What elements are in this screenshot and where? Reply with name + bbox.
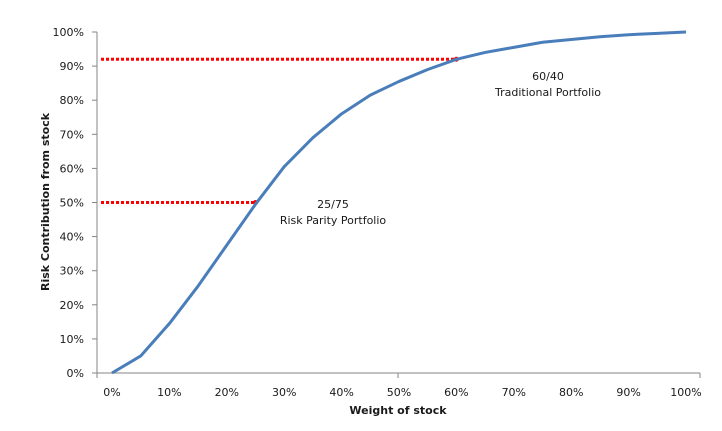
- x-tick-label: 90%: [616, 386, 640, 399]
- annotation-ratio: 60/40: [532, 70, 564, 83]
- y-tick-label: 0%: [67, 367, 84, 380]
- annotation-label: Traditional Portfolio: [494, 86, 601, 99]
- annotations: 25/75 Risk Parity Portfolio 60/40 Tradition…: [280, 70, 601, 227]
- x-axis-ticks: 0% 10% 20% 30% 40% 50% 60% 70% 80% 90% 100%: [96, 373, 702, 399]
- y-tick-label: 60%: [60, 162, 84, 175]
- y-tick-label: 100%: [53, 26, 84, 39]
- y-axis-ticks: 0% 10% 20% 30% 40% 50% 60% 70% 80% 90% 100%: [53, 26, 97, 380]
- y-tick-label: 10%: [60, 333, 84, 346]
- x-tick-label: 70%: [502, 386, 526, 399]
- x-tick-label: 40%: [329, 386, 353, 399]
- x-tick-label: 10%: [157, 386, 181, 399]
- y-tick-label: 40%: [60, 231, 84, 244]
- x-tick-label: 60%: [444, 386, 468, 399]
- y-tick-label: 80%: [60, 94, 84, 107]
- x-tick-label: 50%: [387, 386, 411, 399]
- annotation-label: Risk Parity Portfolio: [280, 214, 387, 227]
- y-tick-label: 20%: [60, 299, 84, 312]
- x-axis-title: Weight of stock: [349, 404, 447, 417]
- x-tick-label: 80%: [559, 386, 583, 399]
- y-tick-label: 30%: [60, 265, 84, 278]
- annotation-ratio: 25/75: [317, 198, 349, 211]
- y-axis-title: Risk Contribution from stock: [39, 112, 52, 291]
- y-tick-label: 90%: [60, 60, 84, 73]
- x-tick-label: 20%: [215, 386, 239, 399]
- series-line: [111, 30, 687, 375]
- x-tick-label: 100%: [670, 386, 701, 399]
- y-tick-label: 50%: [60, 197, 84, 210]
- y-tick-label: 70%: [60, 128, 84, 141]
- x-tick-label: 30%: [272, 386, 296, 399]
- x-tick-label: 0%: [103, 386, 120, 399]
